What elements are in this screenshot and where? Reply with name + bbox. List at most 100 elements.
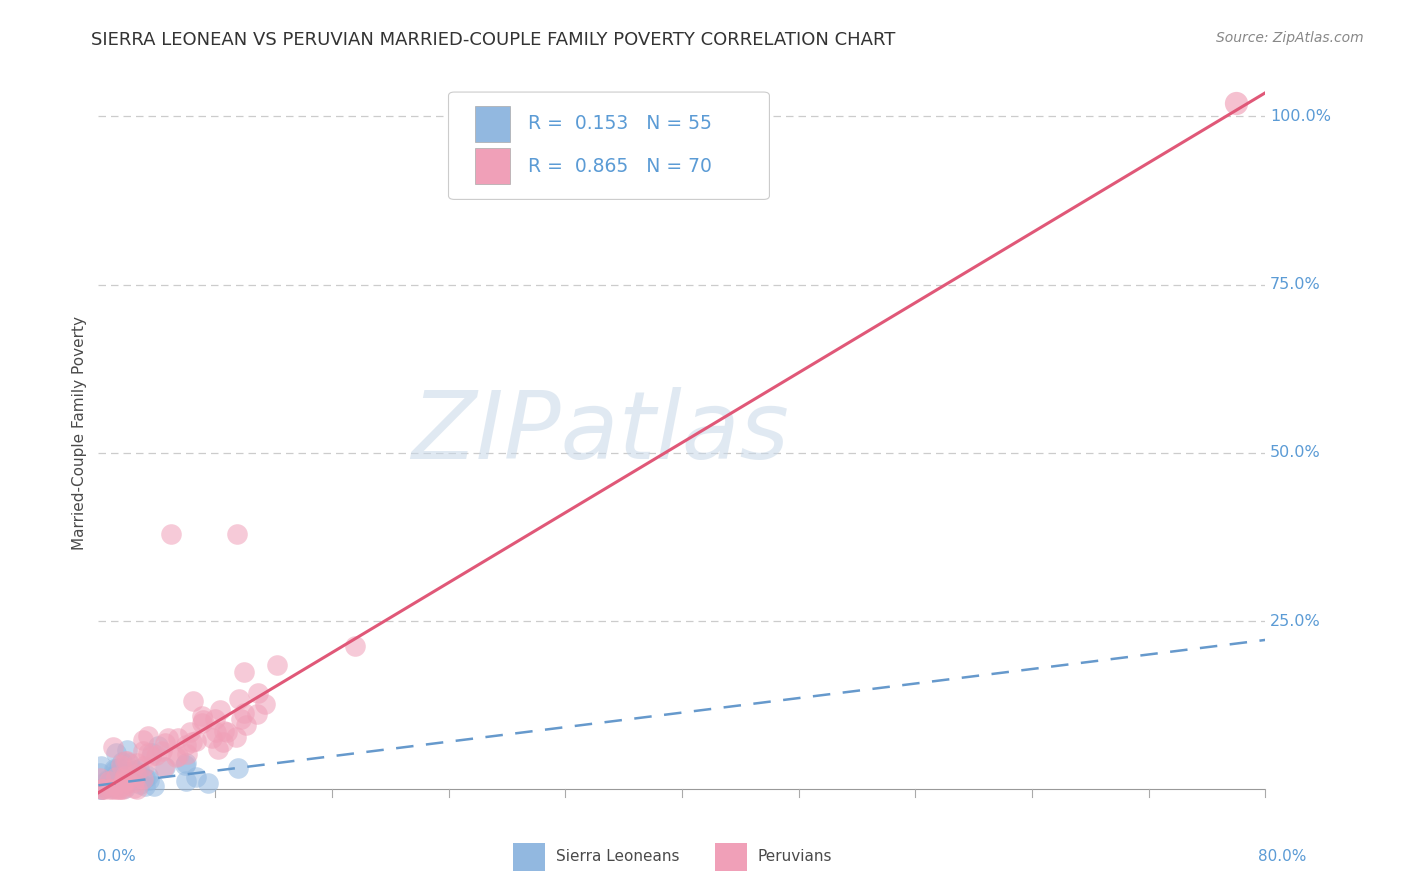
- Point: [191, 709, 214, 723]
- Point: [104, 764, 127, 778]
- Point: [114, 774, 136, 789]
- Point: [112, 770, 135, 784]
- Point: [204, 724, 226, 739]
- Text: 0.0%: 0.0%: [97, 848, 136, 863]
- Point: [167, 731, 190, 745]
- Point: [125, 756, 148, 770]
- Point: [134, 780, 156, 794]
- Point: [117, 776, 139, 790]
- Point: [93, 782, 115, 797]
- Point: [225, 730, 247, 744]
- Point: [246, 707, 269, 722]
- Point: [132, 744, 155, 758]
- FancyBboxPatch shape: [714, 843, 747, 871]
- Point: [136, 746, 159, 760]
- Point: [96, 772, 118, 787]
- Point: [110, 782, 132, 797]
- Point: [101, 781, 124, 796]
- Point: [160, 526, 183, 541]
- Point: [112, 773, 135, 788]
- Point: [232, 665, 254, 679]
- Point: [191, 713, 214, 727]
- Point: [226, 762, 249, 776]
- Point: [110, 768, 132, 782]
- Text: 80.0%: 80.0%: [1258, 848, 1306, 863]
- Point: [122, 780, 145, 795]
- Point: [191, 715, 214, 730]
- Point: [246, 686, 269, 700]
- FancyBboxPatch shape: [449, 92, 769, 200]
- Point: [212, 735, 235, 749]
- Point: [110, 762, 132, 776]
- Point: [90, 781, 112, 796]
- Text: R =  0.153   N = 55: R = 0.153 N = 55: [527, 114, 711, 134]
- Point: [141, 749, 163, 764]
- Point: [174, 756, 197, 770]
- Point: [118, 756, 141, 770]
- Point: [146, 739, 169, 753]
- Point: [112, 772, 135, 786]
- Point: [141, 746, 163, 760]
- Point: [101, 739, 124, 754]
- Text: 50.0%: 50.0%: [1270, 445, 1320, 460]
- Point: [111, 782, 134, 797]
- Point: [235, 717, 257, 731]
- Point: [104, 780, 127, 794]
- Y-axis label: Married-Couple Family Poverty: Married-Couple Family Poverty: [72, 316, 87, 549]
- Point: [181, 694, 204, 708]
- Point: [96, 780, 118, 795]
- Text: 100.0%: 100.0%: [1270, 109, 1330, 124]
- Point: [121, 772, 143, 787]
- Point: [152, 760, 174, 774]
- Point: [228, 692, 250, 706]
- Point: [165, 749, 187, 764]
- Point: [153, 760, 176, 774]
- Text: 75.0%: 75.0%: [1270, 277, 1320, 292]
- Point: [104, 781, 127, 796]
- Point: [125, 767, 148, 781]
- Point: [97, 773, 120, 788]
- Point: [136, 769, 159, 783]
- Point: [132, 733, 155, 747]
- Point: [215, 725, 238, 739]
- Text: 25.0%: 25.0%: [1270, 614, 1320, 629]
- Point: [176, 747, 198, 762]
- Point: [115, 743, 138, 757]
- Point: [145, 748, 167, 763]
- Point: [117, 773, 139, 788]
- Point: [111, 755, 134, 769]
- Point: [110, 773, 132, 788]
- Point: [173, 758, 195, 772]
- Point: [208, 703, 231, 717]
- Text: SIERRA LEONEAN VS PERUVIAN MARRIED-COUPLE FAMILY POVERTY CORRELATION CHART: SIERRA LEONEAN VS PERUVIAN MARRIED-COUPL…: [91, 31, 896, 49]
- FancyBboxPatch shape: [513, 843, 546, 871]
- Point: [179, 725, 201, 739]
- Point: [98, 777, 121, 791]
- Text: Source: ZipAtlas.com: Source: ZipAtlas.com: [1216, 31, 1364, 45]
- Point: [112, 776, 135, 790]
- Point: [212, 724, 235, 739]
- Point: [128, 777, 150, 791]
- Point: [254, 697, 277, 711]
- Point: [91, 782, 114, 797]
- FancyBboxPatch shape: [475, 148, 510, 184]
- Point: [226, 526, 249, 541]
- Point: [107, 774, 129, 789]
- Point: [114, 769, 136, 783]
- Point: [114, 754, 136, 768]
- Point: [90, 759, 112, 773]
- Point: [131, 772, 153, 786]
- Point: [98, 782, 121, 797]
- Point: [204, 712, 226, 726]
- Point: [107, 760, 129, 774]
- Point: [127, 765, 149, 780]
- Point: [108, 766, 131, 780]
- Point: [134, 758, 156, 772]
- Text: Peruvians: Peruvians: [758, 848, 832, 863]
- Point: [93, 780, 115, 794]
- Point: [1225, 95, 1247, 110]
- Point: [233, 706, 256, 720]
- Point: [107, 781, 129, 796]
- Point: [104, 747, 127, 761]
- Point: [184, 770, 207, 784]
